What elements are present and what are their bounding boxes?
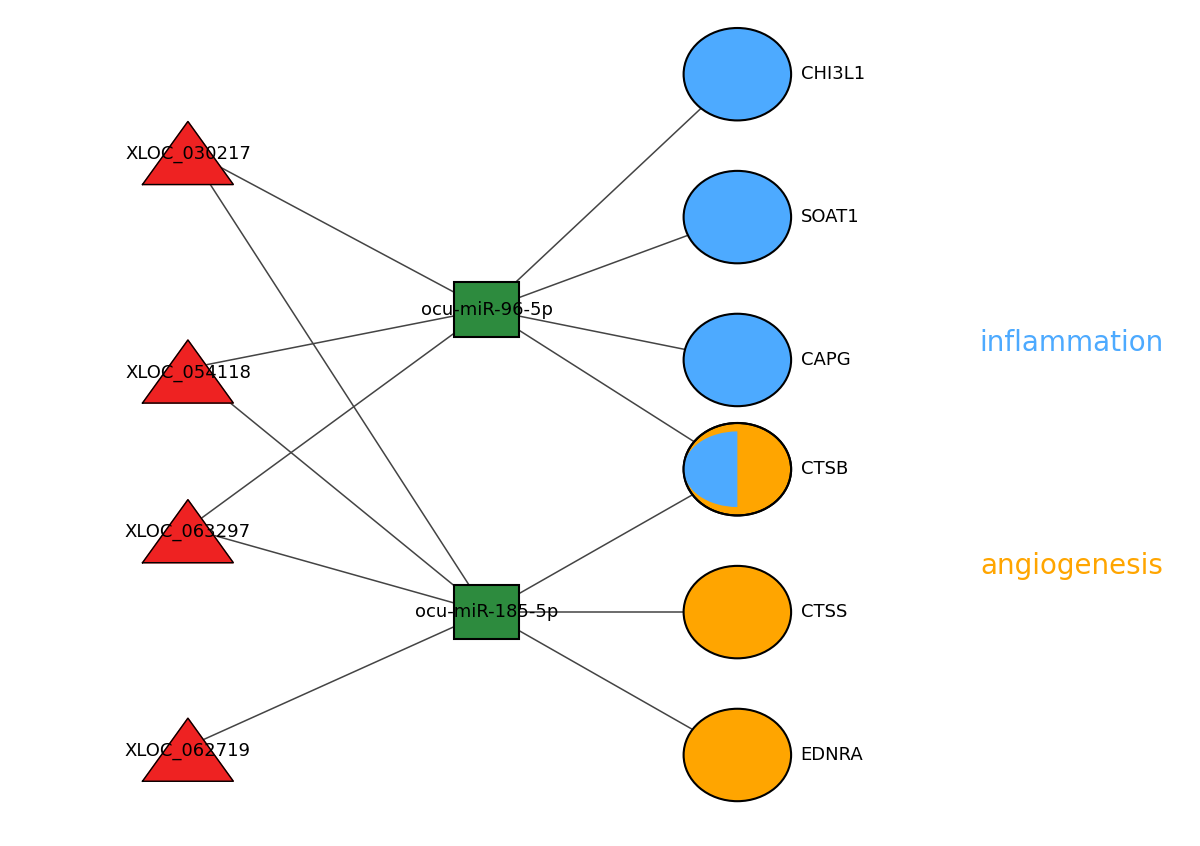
Text: ocu-miR-96-5p: ocu-miR-96-5p [420,300,552,319]
FancyBboxPatch shape [454,585,520,640]
Text: CAPG: CAPG [800,351,851,369]
Text: XLOC_063297: XLOC_063297 [125,524,251,541]
Wedge shape [684,431,737,507]
Text: XLOC_054118: XLOC_054118 [125,364,251,382]
Ellipse shape [684,709,791,801]
Polygon shape [143,122,233,184]
Ellipse shape [684,423,791,515]
Ellipse shape [684,171,791,263]
Polygon shape [143,500,233,563]
Text: CTSB: CTSB [800,460,848,478]
Text: XLOC_062719: XLOC_062719 [125,742,251,760]
Polygon shape [143,718,233,781]
Text: SOAT1: SOAT1 [800,208,859,226]
Text: inflammation: inflammation [979,329,1164,357]
Text: CTSS: CTSS [800,603,847,621]
Text: angiogenesis: angiogenesis [980,552,1163,580]
Text: EDNRA: EDNRA [800,746,864,764]
Polygon shape [143,340,233,403]
Ellipse shape [684,28,791,120]
Text: ocu-miR-185-5p: ocu-miR-185-5p [415,603,558,621]
Text: XLOC_030217: XLOC_030217 [125,145,251,163]
Ellipse shape [684,314,791,406]
Ellipse shape [684,566,791,658]
Text: CHI3L1: CHI3L1 [800,65,865,83]
FancyBboxPatch shape [454,283,520,337]
